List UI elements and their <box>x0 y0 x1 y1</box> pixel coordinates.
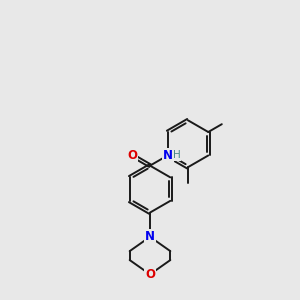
Text: O: O <box>128 149 137 162</box>
Text: H: H <box>173 151 181 160</box>
Text: N: N <box>145 230 155 243</box>
Text: O: O <box>145 268 155 281</box>
Text: N: N <box>163 149 172 162</box>
